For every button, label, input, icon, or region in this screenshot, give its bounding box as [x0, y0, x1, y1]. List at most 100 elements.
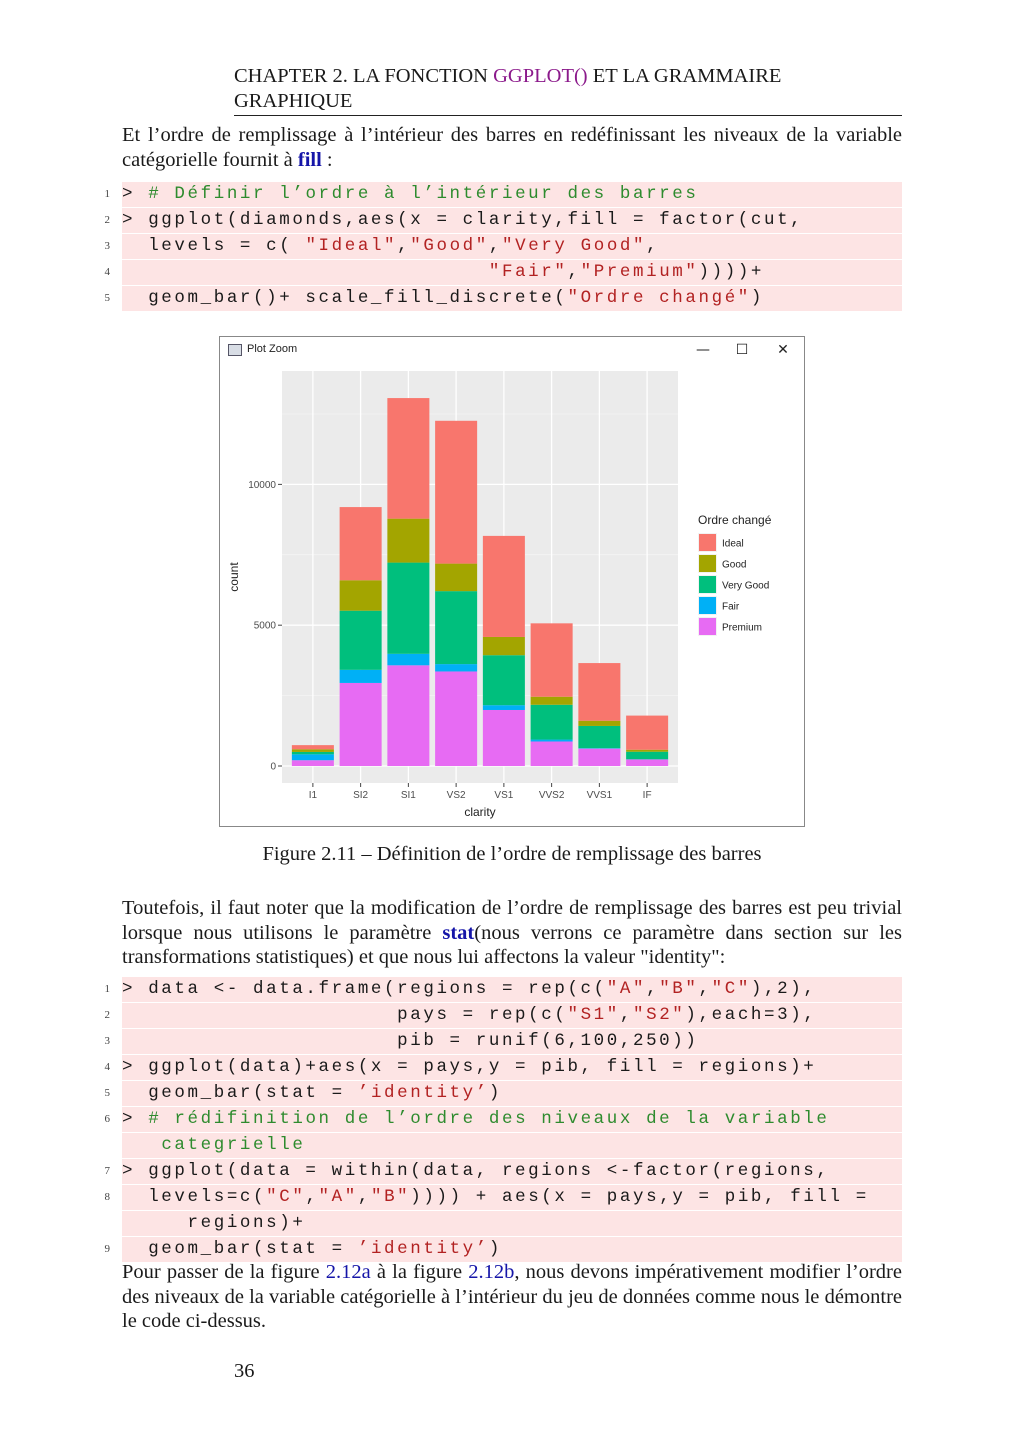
window-titlebar[interactable]: Plot Zoom — ☐ ✕ [220, 337, 804, 365]
code-token: , [646, 236, 660, 256]
intro-text: Et l’ordre de remplissage à l’intérieur … [122, 124, 902, 171]
header-prefix: CHAPTER 2. LA FONCTION [234, 65, 494, 87]
code-line: 2 > ggplot(diamonds,aes(x = clarity,fill … [105, 208, 902, 234]
bar-segment-very-good [387, 562, 430, 654]
code-string: "Ideal" [305, 236, 398, 256]
code-token: , [488, 236, 502, 256]
code-token: , [619, 1005, 633, 1025]
code-line: 1 > data <- data.frame(regions = rep(c("A… [105, 977, 902, 1003]
bar-segment-good [626, 749, 669, 752]
code-line: 6 > # rédifinition de l’ordre des niveaux… [105, 1107, 902, 1133]
code-token: > data <- data.frame(regions = rep(c( [122, 979, 607, 999]
code-string: "C" [711, 979, 751, 999]
code-comment: # Définir l’ordre à l’intérieur des barr… [148, 184, 699, 204]
code-line: 9 geom_bar(stat = ’identity’) [105, 1237, 902, 1262]
x-tick-label: SI1 [401, 790, 416, 801]
stat-text-after: (nous verrons ce paramètre dans section … [122, 921, 902, 969]
code-token: levels = c( [122, 236, 306, 256]
bar-segment-fair [482, 705, 525, 710]
legend-swatch [699, 555, 716, 572]
figure-ref-2-12b[interactable]: 2.12b [468, 1261, 515, 1283]
header-suffix: ET LA GRAMMAIRE [587, 65, 782, 87]
bar-segment-good [435, 563, 478, 592]
code-string: ’identity’ [357, 1083, 489, 1103]
maximize-icon[interactable]: ☐ [735, 342, 749, 358]
line-number: 3 [104, 240, 111, 252]
bar-segment-premium [339, 682, 382, 766]
code-string: "A" [606, 979, 647, 999]
code-token: geom_bar(stat = [122, 1239, 358, 1259]
code-string: "B" [370, 1187, 411, 1207]
bar-segment-premium [482, 709, 525, 766]
conclusion-paragraph: Pour passer de la figure 2.12a à la figu… [122, 1260, 902, 1334]
bar-segment-premium [626, 759, 669, 766]
bar-segment-premium [387, 665, 430, 766]
code-token: > ggplot(data)+aes(x = pays,y = pib, fil… [122, 1057, 817, 1077]
line-number: 4 [104, 1061, 111, 1073]
code-line: 5 geom_bar()+ scale_fill_discrete("Ordre… [105, 286, 902, 311]
bar-segment-premium [578, 748, 621, 766]
code-token: )))) + aes(x = pays,y = pib, fill = [410, 1187, 869, 1207]
bar-segment-very-good [482, 655, 525, 706]
close-icon[interactable]: ✕ [777, 342, 789, 358]
figure-ref-2-12a[interactable]: 2.12a [325, 1261, 371, 1283]
code-line: 4 "Fair","Premium"))))+ [105, 260, 902, 286]
line-number: 7 [104, 1165, 111, 1177]
bar-segment-ideal [530, 623, 573, 697]
code-line: 3 pib = runif(6,100,250)) [105, 1029, 902, 1055]
code-token: , [646, 979, 660, 999]
code-line: categrielle [122, 1133, 902, 1159]
intro-paragraph: Et l’ordre de remplissage à l’intérieur … [122, 123, 902, 172]
y-tick-label: 10000 [248, 480, 276, 491]
x-tick-label: VVS2 [539, 790, 565, 801]
code-token: pays = rep(c( [122, 1005, 568, 1025]
code-token: > ggplot(data = within(data, regions <-f… [122, 1161, 830, 1181]
legend-label: Ideal [722, 539, 744, 550]
stacked-bar-chart: 0 5000 10000 I1 SI2 SI1 VS2 VS1 VVS2 VVS1 IF clarit… [227, 371, 772, 819]
stat-link[interactable]: stat [442, 921, 475, 944]
y-axis-title: count [227, 562, 241, 592]
code-token: , [305, 1187, 319, 1207]
code-string: "Ordre changé" [567, 288, 751, 308]
bar-segment-very-good [578, 725, 621, 749]
code-token: ))))+ [698, 262, 765, 282]
code-string: ’identity’ [357, 1239, 489, 1259]
code-line: regions)+ [122, 1211, 902, 1237]
fill-link[interactable]: fill [297, 148, 322, 171]
bar-segment-fair [387, 653, 430, 666]
bar-segment-very-good [530, 704, 573, 740]
code-token: pib = runif(6,100,250)) [122, 1031, 699, 1051]
bar-segment-premium [435, 671, 478, 766]
bar-segment-fair [435, 664, 478, 672]
code-string: "A" [318, 1187, 358, 1207]
bar-segment-ideal [387, 398, 430, 519]
bar-segment-fair [291, 754, 334, 761]
line-number: 2 [104, 1009, 111, 1021]
legend-title: Ordre changé [698, 513, 772, 527]
code-token: ) [488, 1083, 502, 1103]
plot-zoom-window: Plot Zoom — ☐ ✕ 0 5000 10000 I1 SI2 SI1 VS2 VS1… [219, 336, 805, 827]
code-token: ),each=3), [685, 1005, 817, 1025]
code-token: regions)+ [122, 1213, 306, 1233]
legend-label: Premium [722, 623, 762, 634]
header-rule [234, 115, 902, 116]
header-line2: GRAPHIQUE [234, 90, 353, 112]
minimize-icon[interactable]: — [696, 342, 710, 358]
bar-segment-very-good [339, 610, 382, 670]
window-title: Plot Zoom [247, 343, 298, 355]
figure-caption: Figure 2.11 – Définition de l’ordre de r… [262, 843, 762, 865]
code-token [122, 1135, 161, 1155]
bar-segment-good [339, 580, 382, 611]
code-line: 7 > ggplot(data = within(data, regions <-… [105, 1159, 902, 1185]
bar-segment-ideal [482, 535, 525, 637]
code-line: 2 pays = rep(c("S1","S2"),each=3), [105, 1003, 902, 1029]
code-token: > [122, 1109, 149, 1129]
code-token: levels=c( [122, 1187, 267, 1207]
legend-label: Very Good [722, 581, 769, 592]
bar-segment-good [578, 720, 621, 726]
legend-swatch [699, 576, 716, 593]
code-token: > [122, 184, 149, 204]
conclusion-before: Pour passer de la figure [122, 1261, 326, 1283]
code-token: > ggplot(diamonds,aes(x = clarity,fill =… [122, 210, 804, 230]
code-string: "S2" [633, 1005, 686, 1025]
